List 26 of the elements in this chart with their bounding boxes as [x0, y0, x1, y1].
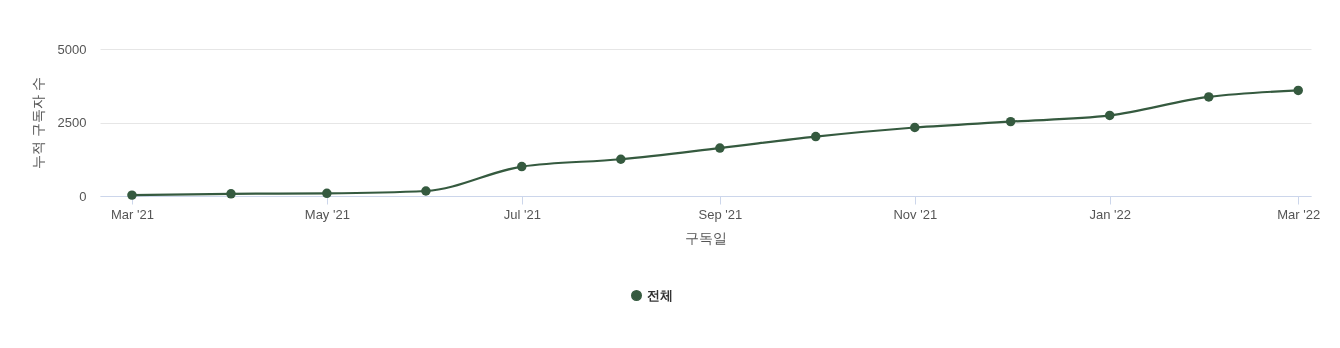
y-axis-title: 누적 구독자 수	[29, 77, 46, 169]
point	[715, 143, 725, 153]
point	[910, 122, 920, 133]
point	[127, 190, 137, 200]
point	[1104, 110, 1115, 121]
x-tick-label: Nov '21	[893, 206, 938, 222]
point	[1005, 116, 1016, 127]
y-tick-label: 2500	[57, 115, 87, 130]
x-tick-label: Sep '21	[698, 206, 743, 222]
point	[322, 188, 332, 199]
y-tick-label: 5000	[57, 41, 87, 57]
x-tick-label: Jan '22	[1089, 206, 1131, 222]
point	[616, 154, 626, 164]
x-tick-label: Mar '21	[110, 206, 154, 222]
x-tick-label: Mar '22	[1277, 206, 1321, 222]
x-tick-label: May '21	[304, 206, 350, 222]
point	[517, 161, 527, 172]
legend-label: 전체	[647, 287, 673, 303]
point	[226, 189, 236, 199]
x-axis-title: 구독일	[685, 229, 727, 246]
point	[810, 131, 821, 142]
point	[1293, 85, 1303, 96]
point	[421, 186, 431, 196]
y-tick-label: 0	[79, 188, 87, 204]
point	[1204, 92, 1214, 102]
x-tick-label: Jul '21	[503, 206, 541, 222]
